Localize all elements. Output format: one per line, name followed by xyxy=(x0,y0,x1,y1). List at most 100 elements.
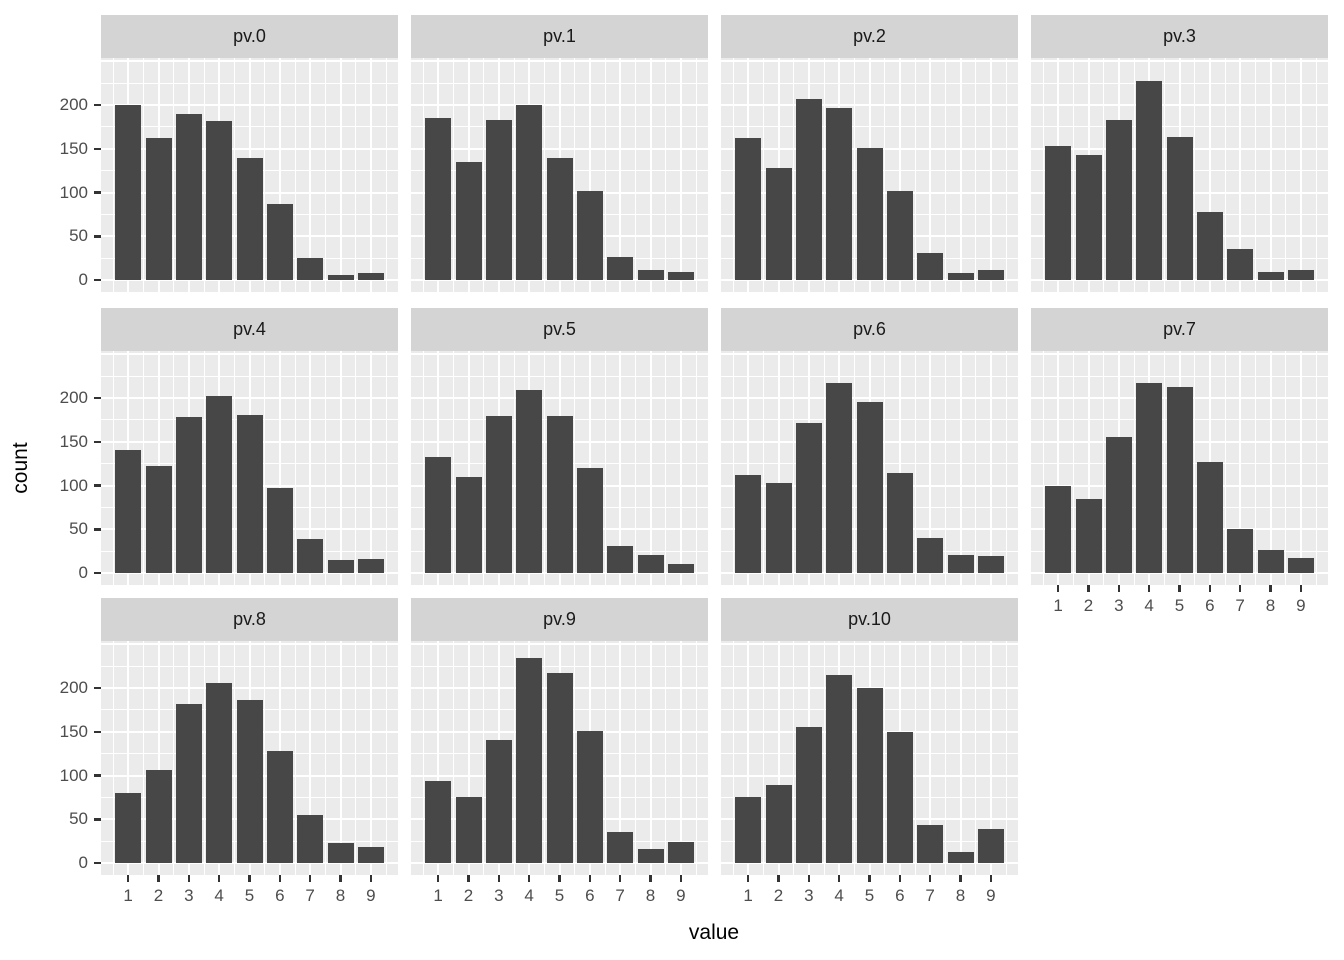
bar-x8 xyxy=(637,554,664,573)
x-tick-mark xyxy=(308,875,312,882)
x-tick-mark xyxy=(959,875,962,882)
bar-x4 xyxy=(1136,383,1163,573)
bar-x3 xyxy=(175,417,202,573)
x-tick-mark xyxy=(989,875,993,882)
gridline-x-minor xyxy=(543,641,545,875)
gridline-x-minor xyxy=(914,351,916,585)
x-tick-mark xyxy=(1238,585,1242,592)
bar-x9 xyxy=(667,564,694,573)
gridline-x-minor xyxy=(884,351,886,585)
bar-x7 xyxy=(297,258,324,280)
gridline-x-minor xyxy=(762,58,764,292)
facet-pv.1: pv.1 xyxy=(411,15,708,292)
bar-x8 xyxy=(947,851,974,863)
x-tick-label: 2 xyxy=(1083,596,1094,615)
facet-panel xyxy=(721,351,1018,585)
gridline-x-minor xyxy=(884,58,886,292)
x-tick-mark xyxy=(588,875,592,882)
gridline-x-minor xyxy=(203,58,205,292)
y-tick-mark xyxy=(94,571,101,575)
x-tick-label: 2 xyxy=(463,886,474,905)
gridline-x-major xyxy=(959,351,962,585)
gridline-x-minor xyxy=(294,58,296,292)
x-tick-mark xyxy=(126,875,130,882)
bar-x5 xyxy=(856,402,883,573)
y-tick-label: 100 xyxy=(59,765,88,785)
y-tick-label: 150 xyxy=(59,721,88,741)
bar-x6 xyxy=(1196,461,1223,573)
facet-strip-label: pv.5 xyxy=(543,319,576,339)
bar-x1 xyxy=(425,118,452,280)
gridline-x-major xyxy=(649,351,652,585)
gridline-x-minor xyxy=(264,641,266,875)
x-tick-mark xyxy=(898,875,902,882)
gridline-x-major xyxy=(649,641,652,875)
gridline-x-minor xyxy=(385,351,387,585)
bar-x9 xyxy=(977,270,1004,280)
facet-pv.7: pv.7 xyxy=(1031,308,1328,585)
x-tick-label: 4 xyxy=(834,886,844,905)
gridline-x-minor xyxy=(1254,58,1256,292)
gridline-x-major xyxy=(959,641,962,875)
bar-x3 xyxy=(1105,436,1132,573)
gridline-x-major xyxy=(467,641,470,875)
gridline-x-minor xyxy=(203,351,205,585)
bar-x6 xyxy=(266,203,293,280)
gridline-x-major xyxy=(278,58,281,292)
bar-x6 xyxy=(886,473,913,573)
bar-x2 xyxy=(145,466,172,573)
gridline-x-minor xyxy=(173,641,175,875)
gridline-x-major xyxy=(747,351,750,585)
bar-x1 xyxy=(115,793,142,863)
x-axis-title: value xyxy=(688,921,740,944)
gridline-x-minor xyxy=(513,351,515,585)
gridline-x-minor xyxy=(355,58,357,292)
bar-x9 xyxy=(357,559,384,573)
bar-x5 xyxy=(236,158,263,280)
gridline-x-major xyxy=(1208,58,1211,292)
gridline-x-major xyxy=(127,641,130,875)
facet-pv.6: pv.6 xyxy=(721,308,1018,585)
x-tick-mark xyxy=(436,875,440,882)
x-tick-mark xyxy=(248,875,251,882)
bar-x2 xyxy=(765,785,792,863)
gridline-x-major xyxy=(1299,351,1302,585)
gridline-x-minor xyxy=(355,641,357,875)
gridline-x-major xyxy=(1299,58,1302,292)
x-tick-label: 7 xyxy=(615,886,625,905)
bar-x9 xyxy=(977,555,1004,573)
bar-x6 xyxy=(266,751,293,863)
bar-x3 xyxy=(485,739,512,863)
x-tick-mark xyxy=(558,875,561,882)
gridline-x-minor xyxy=(385,58,387,292)
bar-x5 xyxy=(856,147,883,280)
facet-strip-label: pv.9 xyxy=(543,609,576,629)
bar-x9 xyxy=(1287,270,1314,280)
bar-x2 xyxy=(145,770,172,863)
facet-pv.9: pv.9 xyxy=(411,598,708,875)
x-tick-label: 8 xyxy=(955,886,966,905)
facet-strip: pv.9 xyxy=(411,598,708,641)
gridline-x-minor xyxy=(112,351,114,585)
gridline-x-major xyxy=(679,351,682,585)
gridline-x-major xyxy=(898,351,901,585)
gridline-x-minor xyxy=(1042,351,1044,585)
facet-pv.4: pv.4 xyxy=(101,308,398,585)
gridline-x-major xyxy=(989,641,992,875)
gridline-x-minor xyxy=(1285,58,1287,292)
bar-x7 xyxy=(1227,249,1254,280)
y-tick-mark xyxy=(94,818,101,821)
bar-x2 xyxy=(455,796,482,863)
gridline-x-major xyxy=(339,641,342,875)
bar-x8 xyxy=(1257,550,1284,573)
facet-strip: pv.7 xyxy=(1031,308,1328,351)
facet-strip: pv.6 xyxy=(721,308,1018,351)
gridline-x-minor xyxy=(483,58,485,292)
gridline-x-major xyxy=(1057,351,1060,585)
bar-x5 xyxy=(546,416,573,573)
bar-x7 xyxy=(297,814,324,863)
bar-x7 xyxy=(917,538,944,573)
y-tick-mark xyxy=(94,147,101,150)
gridline-x-minor xyxy=(142,58,144,292)
bar-x3 xyxy=(1105,119,1132,280)
